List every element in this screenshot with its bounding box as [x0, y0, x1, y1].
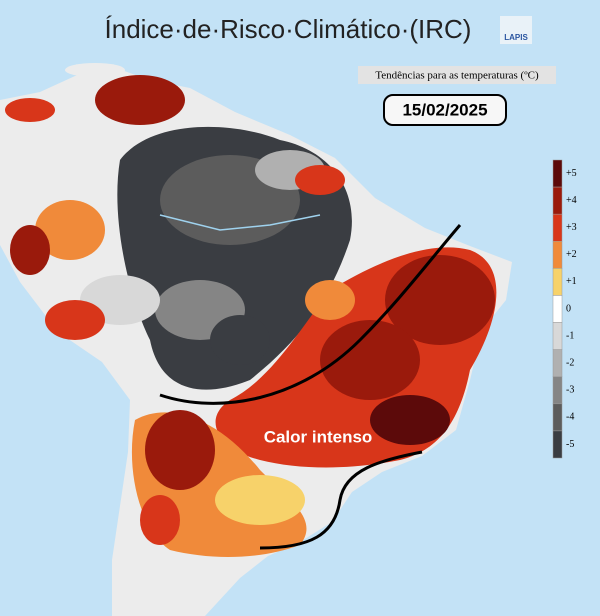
legend-swatch: [552, 159, 563, 188]
legend-label: +5: [566, 168, 577, 179]
legend-swatch: [552, 349, 563, 377]
legend-label: +3: [566, 222, 577, 233]
legend-label: -3: [566, 385, 574, 396]
legend-swatch: [552, 268, 563, 296]
legend-swatch: [552, 241, 563, 269]
logo-box: [500, 16, 532, 44]
date: 15/02/2025: [402, 100, 487, 119]
subtitle-box: [358, 66, 556, 84]
legend-label: -5: [566, 439, 574, 450]
legend-swatch: [552, 186, 563, 215]
legend: +5 +4 +3 +2 +1 0 -1 -2 -3 -4 -5: [552, 159, 577, 459]
logo: LAPIS: [504, 33, 528, 42]
legend-label: 0: [566, 303, 571, 314]
title: Índice·de·Risco·Climático·(IRC): [105, 14, 472, 44]
legend-swatch: [552, 213, 563, 242]
legend-label: +4: [566, 195, 577, 206]
subtitle: Tendências para as temperaturas (ºC): [375, 70, 539, 82]
legend-label: +1: [566, 276, 577, 287]
positive-anomaly: [5, 75, 497, 557]
legend-label: -1: [566, 330, 574, 341]
legend-swatch: [552, 376, 563, 405]
boundary-curve: [259, 450, 423, 550]
legend-label: -2: [566, 357, 574, 368]
annotation: Calor intenso: [264, 427, 373, 446]
date-box: [383, 94, 507, 126]
legend-swatch: [552, 295, 563, 323]
legend-label: -4: [566, 412, 574, 423]
boundary-curve: [159, 224, 462, 405]
legend-swatch: [552, 403, 563, 432]
legend-swatch: [552, 430, 563, 459]
legend-swatch: [552, 322, 563, 350]
legend-label: +2: [566, 249, 577, 260]
negative-anomaly: [80, 126, 352, 390]
